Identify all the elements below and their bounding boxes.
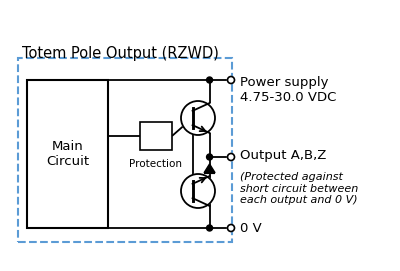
Text: 0 V: 0 V bbox=[240, 221, 262, 234]
Polygon shape bbox=[204, 164, 215, 173]
Circle shape bbox=[181, 174, 215, 208]
Circle shape bbox=[206, 77, 212, 83]
Text: Protection: Protection bbox=[130, 159, 182, 169]
Circle shape bbox=[228, 224, 234, 231]
FancyBboxPatch shape bbox=[27, 80, 108, 228]
Circle shape bbox=[206, 154, 212, 160]
Text: (Protected against
short circuit between
each output and 0 V): (Protected against short circuit between… bbox=[240, 172, 358, 205]
Circle shape bbox=[228, 76, 234, 83]
FancyBboxPatch shape bbox=[140, 122, 172, 150]
Circle shape bbox=[206, 225, 212, 231]
Text: Power supply
4.75-30.0 VDC: Power supply 4.75-30.0 VDC bbox=[240, 76, 336, 104]
Text: Output A,B,Z: Output A,B,Z bbox=[240, 149, 326, 162]
Text: Totem Pole Output (RZWD): Totem Pole Output (RZWD) bbox=[22, 46, 219, 61]
Circle shape bbox=[181, 101, 215, 135]
Circle shape bbox=[228, 153, 234, 160]
Text: Main
Circuit: Main Circuit bbox=[46, 140, 89, 168]
